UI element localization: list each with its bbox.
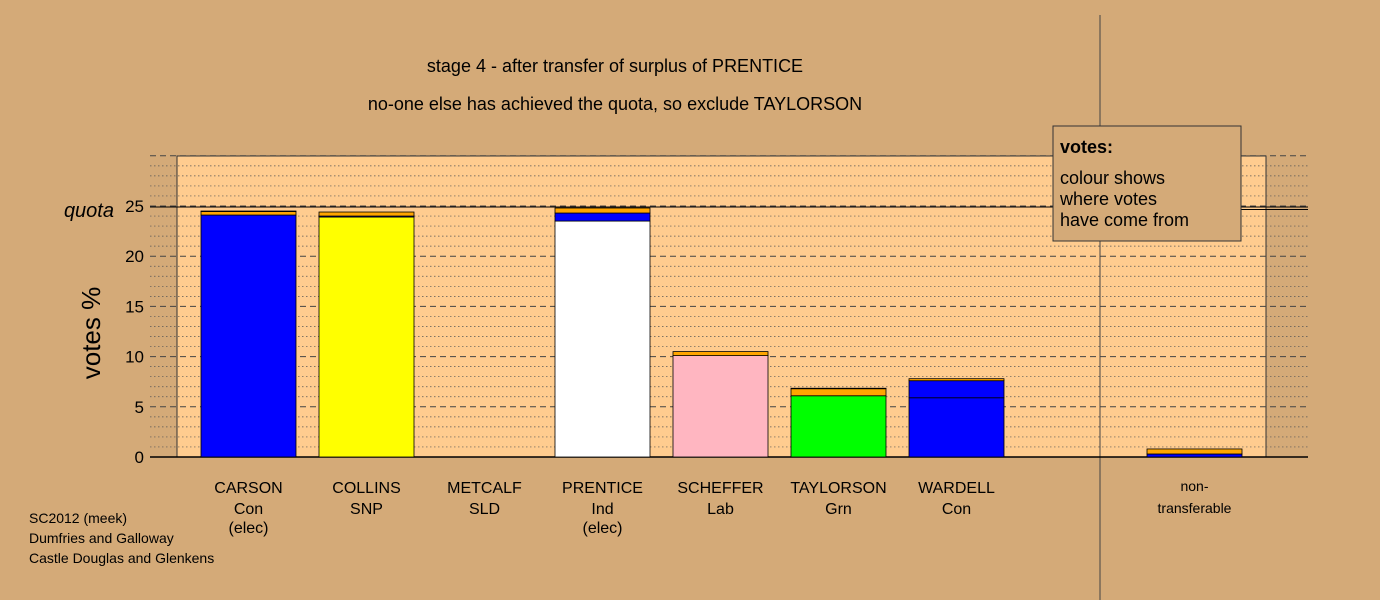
candidate-name: PRENTICE (562, 480, 643, 497)
y-ticks: 0 5 10 15 20 25 (125, 197, 144, 467)
bar-segment (200, 210, 297, 212)
candidate-party: Con (234, 501, 263, 518)
bar-segment (672, 355, 769, 458)
nontransferable-label: transferable (1158, 500, 1232, 516)
chart-subtitle: no-one else has achieved the quota, so e… (368, 94, 862, 114)
candidate-name: CARSON (214, 480, 282, 497)
legend-box (1052, 125, 1242, 242)
candidate-party: Ind (591, 501, 613, 518)
y-tick-label: 0 (135, 448, 144, 467)
footer-line: Castle Douglas and Glenkens (29, 550, 214, 566)
candidate-status: (elec) (228, 520, 268, 537)
bar-segment (908, 380, 1005, 399)
candidate-party: Lab (707, 501, 734, 518)
bar-segment (200, 211, 297, 216)
y-tick-label: 25 (125, 197, 144, 216)
bar-segment (908, 397, 1005, 458)
bar-segment (790, 395, 887, 458)
y-tick-label: 5 (135, 398, 144, 417)
legend-title: votes: (1060, 137, 1113, 157)
y-axis-label: votes % (76, 287, 106, 380)
candidate-labels: CARSON Con (elec) COLLINS SNP METCALF SLD PRENT… (214, 478, 1231, 537)
candidate-name: COLLINS (332, 480, 400, 497)
candidate-party: SLD (469, 501, 500, 518)
bar-segment (554, 220, 651, 458)
candidate-party: SNP (350, 501, 383, 518)
legend-line: where votes (1059, 189, 1157, 209)
candidate-status: (elec) (582, 520, 622, 537)
y-tick-label: 15 (125, 297, 144, 316)
footer-line: Dumfries and Galloway (29, 530, 174, 546)
bar-segment (790, 388, 887, 397)
footer-line: SC2012 (meek) (29, 510, 127, 526)
candidate-party: Con (942, 501, 971, 518)
chart-title: stage 4 - after transfer of surplus of P… (427, 56, 803, 76)
candidate-party: Grn (825, 501, 852, 518)
quota-label: quota (64, 200, 114, 222)
bar-segment (672, 351, 769, 356)
bars (200, 207, 1243, 458)
bar-segment (554, 212, 651, 222)
candidate-name: SCHEFFER (677, 480, 763, 497)
candidate-name: METCALF (447, 480, 522, 497)
bar-segment (1146, 448, 1243, 455)
bar-segment (200, 214, 297, 458)
bar-segment (318, 216, 415, 458)
candidate-name: TAYLORSON (790, 480, 886, 497)
bar-segment (554, 207, 651, 214)
y-tick-label: 20 (125, 247, 144, 266)
bar-segment (318, 211, 415, 217)
bar-segment (908, 378, 1005, 382)
candidate-name: WARDELL (918, 480, 995, 497)
legend: votes: colour shows where votes have com… (1052, 125, 1242, 242)
bar-segment (790, 387, 887, 390)
y-tick-label: 10 (125, 348, 144, 367)
nontransferable-label: non- (1180, 478, 1208, 494)
bar-segment (1146, 453, 1243, 458)
legend-line: have come from (1060, 210, 1189, 230)
legend-line: colour shows (1060, 168, 1165, 188)
